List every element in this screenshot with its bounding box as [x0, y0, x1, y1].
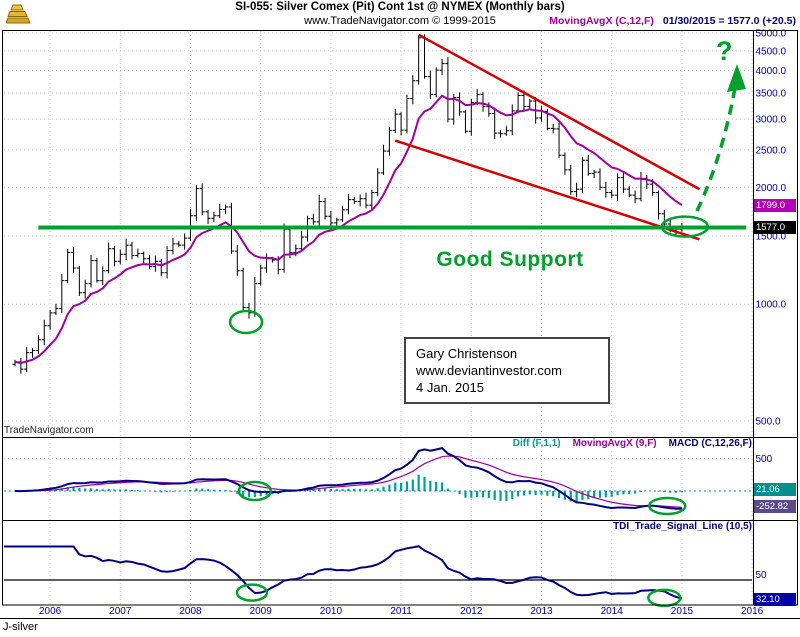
svg-text:2012: 2012	[460, 606, 483, 617]
tdi-panel-legend: TDI_Trade_Signal_Line (10,5)	[613, 521, 752, 532]
ema-line	[14, 94, 683, 365]
svg-text:500.0: 500.0	[756, 417, 781, 428]
moving-average-label: MovingAvgX (C,12,F)	[549, 15, 654, 27]
svg-text:5000.0: 5000.0	[756, 29, 787, 40]
trendlines	[394, 33, 701, 241]
macd-histogram	[31, 474, 683, 502]
ema-value-badge: 1799.0	[754, 199, 796, 212]
chart-title: SI-055: Silver Comex (Pit) Cont 1st @ NY…	[235, 1, 565, 13]
tdi-panel	[4, 545, 752, 600]
svg-text:2014: 2014	[601, 606, 624, 617]
tradenavigator-watermark: TradeNavigator.com	[4, 425, 94, 436]
macd-ma-legend-label: MovingAvgX (9,F)	[572, 438, 657, 449]
svg-text:50: 50	[756, 570, 768, 581]
svg-text:2010: 2010	[320, 606, 343, 617]
note-site-line: www.deviantinvestor.com	[416, 363, 562, 378]
macd-panel	[4, 447, 752, 510]
svg-text:2007: 2007	[109, 606, 132, 617]
svg-text:3000.0: 3000.0	[756, 115, 787, 126]
chart-subtitle: www.TradeNavigator.com © 1999-2015	[304, 15, 496, 27]
svg-text:4500.0: 4500.0	[756, 46, 787, 57]
price-bars	[12, 34, 685, 374]
diff-value-badge: 21.06	[754, 483, 796, 496]
good-support-annotation: Good Support	[436, 248, 584, 271]
annotation-note-box: Gary Christenson www.deviantinvestor.com…	[404, 337, 610, 404]
symbol-footer-label: J-silver	[3, 621, 38, 633]
macd-signal-line	[14, 455, 682, 508]
header-quote-row: MovingAvgX (C,12,F) 01/30/2015 = 1577.0 …	[545, 15, 796, 27]
last-price-badge: 1577.0	[754, 221, 796, 234]
tdi-line	[4, 545, 683, 600]
svg-text:2016: 2016	[741, 606, 764, 617]
svg-text:2000.0: 2000.0	[756, 183, 787, 194]
svg-text:2006: 2006	[39, 606, 62, 617]
svg-text:2008: 2008	[179, 606, 202, 617]
svg-text:2011: 2011	[390, 606, 412, 617]
svg-text:2009: 2009	[250, 606, 273, 617]
macd-panel-legend: Diff (F,1,1) MovingAvgX (9,F) MACD (C,12…	[512, 438, 752, 449]
note-date-line: 4 Jan. 2015	[416, 380, 484, 395]
price-panel	[12, 34, 685, 374]
svg-text:3500.0: 3500.0	[756, 89, 787, 100]
axis-labels: 500.0 1000.0 1500.0 2000.0 2500.0 3000.0 3500.…	[39, 29, 787, 618]
diff-legend-label: Diff (F,1,1)	[512, 438, 561, 449]
panel-frame	[0, 30, 800, 619]
gold-ingots-logo-icon	[6, 4, 31, 24]
question-mark-annotation: ?	[716, 36, 733, 66]
last-quote-label: 01/30/2015 = 1577.0 (+20.5)	[662, 15, 796, 27]
breakout-arrow	[695, 64, 746, 212]
svg-text:2015: 2015	[671, 606, 694, 617]
svg-text:1000.0: 1000.0	[756, 300, 787, 311]
svg-text:2013: 2013	[530, 606, 553, 617]
annotation-ellipses	[228, 215, 710, 608]
gridlines	[4, 31, 753, 604]
macd-legend-label: MACD (C,12,26,F)	[668, 438, 752, 449]
macd-value-badge: -252.82	[754, 500, 796, 513]
svg-text:2500.0: 2500.0	[756, 145, 787, 156]
tdi-value-badge: 32.10	[754, 593, 796, 606]
svg-text:4000.0: 4000.0	[756, 66, 787, 77]
macd-line	[14, 447, 682, 510]
note-author-line: Gary Christenson	[416, 346, 518, 361]
svg-text:500: 500	[756, 454, 773, 465]
svg-text:1500.0: 1500.0	[756, 231, 787, 242]
